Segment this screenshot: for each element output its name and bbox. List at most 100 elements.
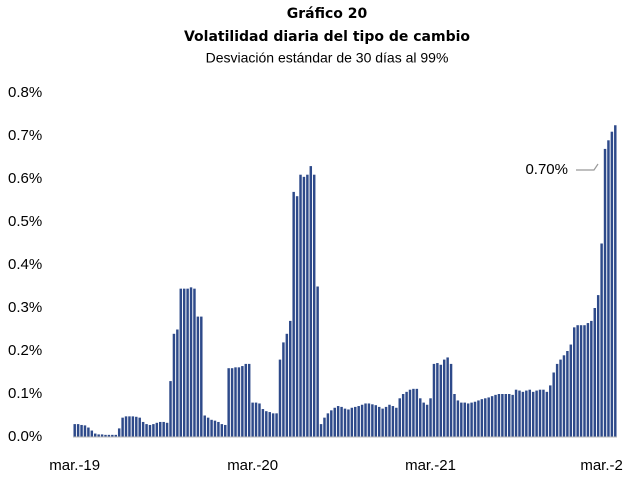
bar <box>415 388 419 437</box>
x-tick-label: mar.-2 <box>580 457 623 474</box>
bar <box>600 243 603 437</box>
bar <box>141 421 145 437</box>
bar <box>473 401 477 437</box>
bar <box>224 424 227 437</box>
bar <box>559 359 562 437</box>
bar <box>114 434 117 437</box>
x-tick-label: mar.-21 <box>405 457 456 474</box>
bar <box>117 428 121 437</box>
bar <box>497 394 501 437</box>
bar <box>381 408 384 437</box>
bar <box>145 424 148 437</box>
bar <box>203 415 206 437</box>
bar <box>357 406 360 437</box>
bar <box>607 140 610 438</box>
bar <box>360 404 364 437</box>
chart-description: Desviación estándar de 30 días al 99% <box>206 50 449 66</box>
bar <box>350 407 354 437</box>
bar <box>549 385 552 437</box>
bar <box>104 434 107 437</box>
bar <box>453 394 456 437</box>
bar <box>268 412 271 437</box>
bar <box>490 396 494 437</box>
bar <box>367 403 371 437</box>
bar <box>124 416 128 437</box>
bar <box>442 359 446 437</box>
chart-title: Gráfico 20 <box>287 6 368 22</box>
bar <box>405 391 408 437</box>
bar <box>182 288 186 437</box>
bar <box>460 402 463 437</box>
bar <box>131 416 135 437</box>
bar <box>463 402 466 437</box>
y-tick-label: 0.2% <box>8 342 42 359</box>
bar <box>80 424 83 437</box>
bar <box>507 394 511 437</box>
bar <box>391 406 395 437</box>
bar <box>408 389 412 437</box>
bar <box>511 394 514 437</box>
bar <box>165 422 169 437</box>
bar <box>583 325 586 437</box>
bar <box>159 421 162 437</box>
bar <box>514 389 518 437</box>
bar <box>309 166 313 437</box>
bar <box>466 403 470 437</box>
bar <box>573 327 576 437</box>
bar <box>251 402 254 437</box>
y-tick-label: 0.5% <box>8 213 42 230</box>
bar <box>590 320 593 437</box>
bar <box>312 174 316 437</box>
bar <box>419 398 422 437</box>
bar <box>487 397 490 437</box>
bar <box>292 191 295 437</box>
bar <box>336 406 340 437</box>
bar <box>330 410 333 437</box>
bar <box>90 430 94 437</box>
bar <box>401 394 405 437</box>
bar <box>148 424 152 437</box>
bar <box>480 399 484 437</box>
bar <box>261 409 265 437</box>
bar <box>429 398 432 437</box>
bar <box>354 406 357 437</box>
bar <box>278 359 282 437</box>
bar <box>107 434 111 437</box>
bar <box>87 427 90 437</box>
bar <box>521 391 525 437</box>
bar <box>316 286 319 437</box>
bar <box>425 404 429 437</box>
bar <box>579 325 583 437</box>
bar <box>234 367 237 437</box>
bar <box>384 406 388 437</box>
bar <box>200 316 203 437</box>
bar <box>275 413 278 437</box>
bar <box>172 333 176 437</box>
bar <box>323 417 326 437</box>
bar <box>254 402 258 437</box>
bar <box>545 391 549 437</box>
bar <box>100 434 104 437</box>
bar <box>371 404 374 437</box>
bar <box>470 402 473 437</box>
bar <box>596 295 600 437</box>
bar <box>152 424 155 437</box>
bar <box>610 131 614 437</box>
bar <box>555 363 559 437</box>
bar <box>213 420 217 437</box>
bar <box>206 417 210 437</box>
bar <box>241 366 244 437</box>
bar <box>446 357 449 437</box>
bar <box>326 413 330 437</box>
bar <box>552 372 555 437</box>
bar <box>542 389 545 437</box>
bar <box>319 424 323 437</box>
bar <box>230 368 234 437</box>
y-tick-label: 0.1% <box>8 385 42 402</box>
bar <box>138 417 141 437</box>
bar <box>398 398 401 437</box>
bar <box>76 424 80 437</box>
bar <box>395 407 398 437</box>
x-tick-label: mar.-19 <box>49 457 100 474</box>
